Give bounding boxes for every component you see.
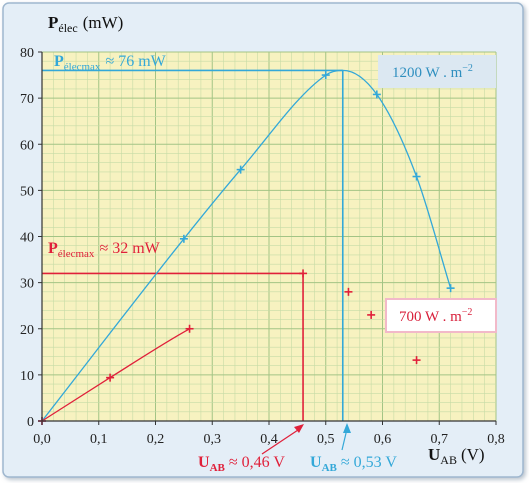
data-point <box>179 234 188 243</box>
tick-labels: 0,0 0,1 0,2 0,3 0,4 0,5 0,6 0,7 0,8 0 10 20 30 40 50 60… <box>20 46 505 447</box>
x-tick-label: 0,1 <box>90 432 108 447</box>
x-tick-label: 0,0 <box>33 432 51 447</box>
u-label-700: UAB ≈ 0,46 V <box>198 454 285 474</box>
data-point <box>344 287 353 296</box>
data-point <box>446 284 455 293</box>
u-arrow-700 <box>261 424 304 455</box>
u-arrow-1200 <box>341 423 351 451</box>
y-tick-label: 40 <box>20 231 34 246</box>
y-tick-label: 10 <box>20 369 34 384</box>
data-point <box>412 172 421 181</box>
x-tick-label: 0,6 <box>374 432 392 447</box>
axes <box>38 51 497 425</box>
x-axis-label: UAB (V) <box>428 445 485 467</box>
pmax-label-1200: Pélecmax ≈ 76 mW <box>54 53 167 73</box>
u-label-1200: UAB ≈ 0,53 V <box>310 454 397 474</box>
x-tick-label: 0,2 <box>147 432 165 447</box>
pmax-label-700: Pélecmax ≈ 32 mW <box>48 240 161 260</box>
y-tick-label: 0 <box>27 415 34 430</box>
data-point <box>412 356 421 365</box>
legend-box-700 <box>385 298 497 333</box>
data-point <box>372 90 381 99</box>
data-point <box>236 165 245 174</box>
x-tick-label: 0,3 <box>204 432 222 447</box>
y-tick-label: 30 <box>20 277 34 292</box>
legend-label-1200: 1200 W . m−2 <box>392 63 473 81</box>
data-point <box>367 310 376 319</box>
x-tick-label: 0,7 <box>431 432 449 447</box>
max-guides <box>42 69 344 421</box>
y-axis-label: Pélec (mW) <box>48 13 123 35</box>
legend-box-1200 <box>378 55 496 88</box>
x-tick-label: 0,5 <box>317 432 335 447</box>
x-tick-label: 0,8 <box>487 432 505 447</box>
data-point <box>321 71 330 80</box>
y-tick-label: 20 <box>20 323 34 338</box>
y-tick-label: 70 <box>20 92 34 107</box>
legend-label-700: 700 W . m−2 <box>399 307 472 325</box>
data-point <box>106 373 115 382</box>
x-tick-label: 0,4 <box>260 432 278 447</box>
y-tick-label: 80 <box>20 46 34 61</box>
data-point <box>185 324 194 333</box>
grid <box>41 51 497 422</box>
y-tick-label: 60 <box>20 138 34 153</box>
data-point <box>299 269 308 278</box>
y-tick-label: 50 <box>20 184 34 199</box>
